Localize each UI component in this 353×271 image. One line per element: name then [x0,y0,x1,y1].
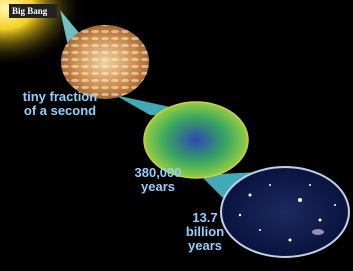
stage-label: 380,000 [135,165,182,180]
stage-label: years [188,238,222,253]
page: Big Bang tiny fraction of a second 380,0… [0,0,353,271]
galaxies [221,167,349,257]
stage-label: billion [186,224,224,239]
stage-label: years [141,179,175,194]
big-bang-illustration: Big Bang tiny fraction of a second 380,0… [0,0,353,271]
stage-label: of a second [24,103,96,118]
origin-label: Big Bang [12,6,48,16]
texture [61,25,149,99]
stage-label: 13.7 [192,210,217,225]
stage-label: tiny fraction [23,89,97,104]
